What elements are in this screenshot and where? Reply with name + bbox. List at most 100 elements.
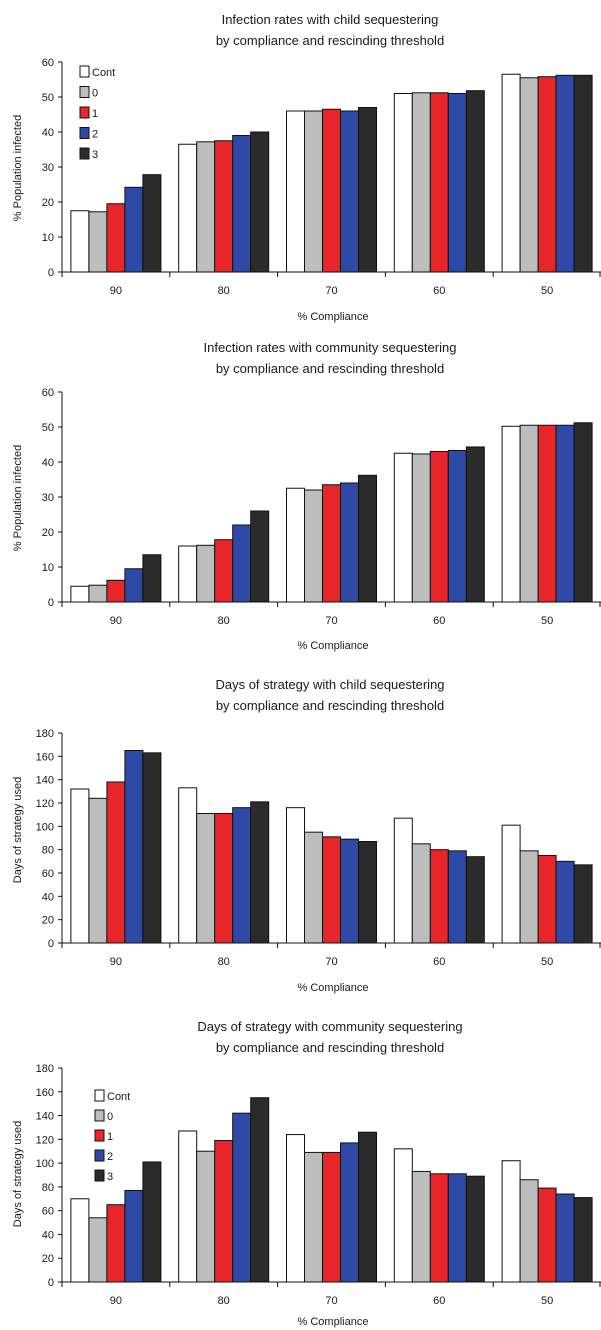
bar-cont-60 [393, 452, 413, 603]
bar-2-60 [447, 449, 467, 603]
bar-cont-70 [285, 1134, 305, 1283]
y-tick-label: 0 [48, 597, 54, 609]
bar-2-60 [447, 1173, 467, 1283]
y-tick-label: 50 [42, 422, 54, 434]
chart-4-plot: 0 20 40 60 80 100 120 140 160 180 90 80 70 60 50 Cont 0 1… [36, 1063, 601, 1307]
y-tick-label: 30 [42, 162, 54, 174]
bar-2-60 [447, 93, 467, 273]
chart-4-subtitle: by compliance and rescinding threshold [216, 1040, 444, 1055]
bar-0-70 [303, 110, 323, 273]
x-tick-label: 50 [541, 1295, 553, 1307]
legend-label: Cont [107, 1091, 130, 1103]
bar-2-90 [124, 750, 144, 944]
bar-1-90 [106, 1204, 126, 1283]
x-tick-label: 80 [218, 285, 230, 297]
bar-3-80 [250, 1097, 270, 1283]
bar-3-80 [250, 801, 270, 944]
y-tick-label: 120 [36, 798, 54, 810]
bar-2-80 [232, 807, 252, 944]
y-tick-label: 40 [42, 1229, 54, 1241]
bar-0-90 [88, 211, 108, 273]
bar-2-50 [555, 74, 575, 273]
bar-2-90 [124, 186, 144, 273]
chart-2-plot: 0 10 20 30 40 50 60 90 80 70 60 50 [42, 387, 601, 627]
bar-3-70 [358, 1131, 378, 1283]
x-tick-label: 60 [433, 285, 445, 297]
bar-0-90 [88, 797, 108, 944]
x-tick-label: 90 [110, 615, 122, 627]
bar-0-80 [196, 1150, 216, 1283]
bar-1-70 [321, 484, 342, 603]
bar-1-60 [429, 92, 449, 273]
bar-cont-60 [393, 1148, 413, 1283]
x-tick-label: 90 [110, 956, 122, 968]
x-tick-label: 50 [541, 285, 553, 297]
y-tick-label: 0 [48, 1277, 54, 1289]
bar-1-80 [214, 539, 234, 603]
chart-4: Days of strategy with community sequeste… [12, 1019, 601, 1328]
x-tick-label: 90 [110, 285, 122, 297]
bar-0-80 [196, 813, 216, 944]
chart-1-ylabel: % Population infected [12, 115, 24, 221]
bar-1-70 [321, 836, 342, 944]
legend-label: 1 [92, 108, 98, 120]
bar-cont-90 [70, 788, 90, 944]
bar-0-70 [303, 831, 323, 944]
chart-1-xlabel: % Compliance [298, 311, 369, 323]
y-tick-label: 20 [42, 915, 54, 927]
bar-0-60 [411, 843, 431, 944]
bar-0-60 [411, 1170, 431, 1283]
legend-swatch-3 [94, 1169, 105, 1182]
bar-1-80 [214, 140, 234, 273]
bar-2-90 [124, 568, 144, 603]
y-tick-label: 0 [48, 938, 54, 950]
legend: Cont 0 1 2 3 [79, 65, 115, 161]
x-tick-label: 70 [325, 1295, 337, 1307]
legend: Cont 0 1 2 3 [94, 1089, 130, 1183]
bar-0-90 [88, 584, 108, 603]
bar-2-70 [340, 482, 360, 603]
y-tick-label: 140 [36, 775, 54, 787]
bar-2-70 [340, 110, 360, 273]
bar-2-80 [232, 135, 252, 273]
legend-label: Cont [92, 67, 115, 79]
y-tick-label: 20 [42, 1253, 54, 1265]
bar-cont-60 [393, 93, 413, 273]
bar-1-90 [106, 203, 126, 273]
y-tick-label: 10 [42, 232, 54, 244]
legend-label: 0 [92, 88, 98, 100]
bar-1-50 [537, 76, 557, 273]
y-tick-label: 120 [36, 1134, 54, 1146]
bar-1-50 [537, 1187, 557, 1283]
y-tick-label: 80 [42, 845, 54, 857]
bar-cont-80 [178, 1130, 198, 1283]
bar-1-60 [429, 849, 449, 944]
bar-1-80 [214, 1140, 234, 1283]
bar-2-60 [447, 850, 467, 944]
y-tick-label: 80 [42, 1182, 54, 1194]
bar-2-70 [340, 1142, 360, 1283]
bar-cont-80 [178, 545, 198, 603]
chart-3-ylabel: Days of strategy used [12, 777, 24, 883]
bar-3-90 [142, 752, 162, 944]
y-tick-label: 40 [42, 891, 54, 903]
bar-3-60 [465, 856, 485, 944]
x-tick-label: 60 [433, 1295, 445, 1307]
y-tick-label: 180 [36, 728, 54, 740]
bar-3-70 [358, 107, 378, 273]
y-tick-label: 180 [36, 1063, 54, 1075]
bar-2-70 [340, 838, 360, 944]
bar-3-70 [358, 474, 378, 603]
bar-0-50 [519, 1179, 539, 1283]
chart-3-plot: 0 20 40 60 80 100 120 140 160 180 90 80 70 60 50 [36, 728, 601, 968]
chart-1-plot: 0 10 20 30 40 50 60 90 80 70 60 50 Cont 0 1 2 3 [42, 57, 601, 297]
bar-3-60 [465, 446, 485, 603]
legend-label: 1 [107, 1131, 113, 1143]
bar-2-50 [555, 424, 575, 603]
chart-1-subtitle: by compliance and rescinding threshold [216, 33, 444, 48]
x-tick-label: 70 [325, 956, 337, 968]
bar-2-80 [232, 524, 252, 603]
bar-cont-90 [70, 585, 90, 603]
y-tick-label: 40 [42, 127, 54, 139]
x-tick-label: 50 [541, 615, 553, 627]
